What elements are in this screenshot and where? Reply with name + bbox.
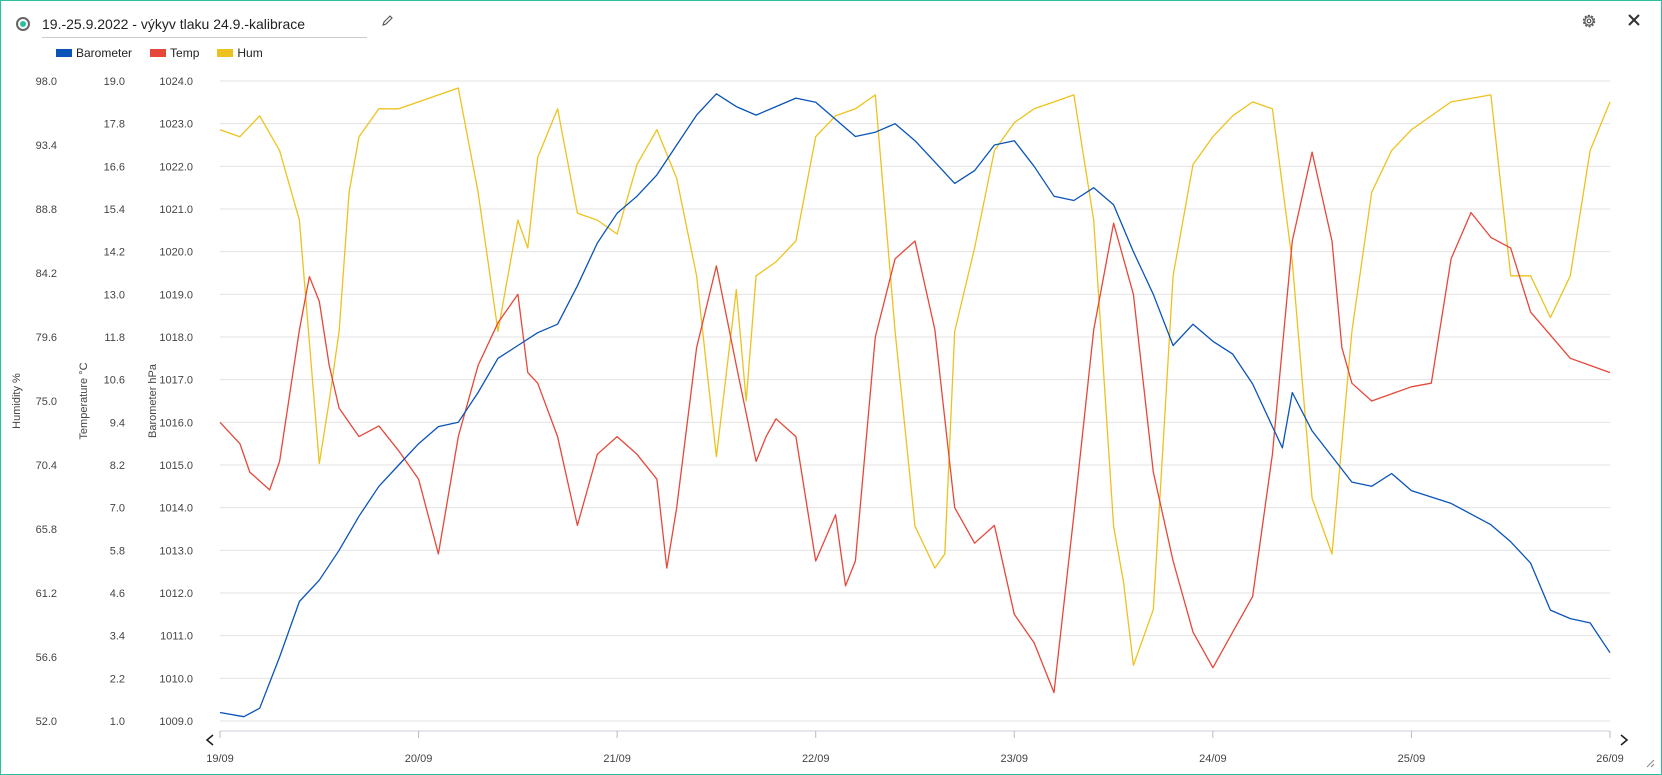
temperature-tick-label: 8.2 [110, 460, 125, 472]
barometer-tick-label: 1010.0 [159, 673, 193, 685]
barometer-tick-label: 1020.0 [159, 247, 193, 259]
chart-header: 19.-25.9.2022 - výkyv tlaku 24.9.-kalibr… [16, 10, 367, 38]
barometer-tick-label: 1011.0 [160, 631, 193, 643]
legend-item-barometer[interactable]: Barometer [56, 46, 132, 60]
series-line-barometer [219, 93, 1611, 718]
legend-swatch-barometer [56, 49, 72, 57]
temperature-tick-label: 16.6 [104, 161, 125, 173]
humidity-tick-label: 52.0 [36, 716, 57, 728]
resize-handle-icon[interactable] [1645, 758, 1655, 768]
humidity-tick-label: 75.0 [36, 396, 57, 408]
legend-swatch-hum [217, 49, 234, 57]
legend-label-temp: Temp [170, 46, 200, 60]
x-tick-label: 25/09 [1398, 753, 1426, 765]
barometer-axis-title: Barometer hPa [147, 363, 159, 438]
humidity-tick-label: 65.8 [36, 524, 57, 536]
gear-icon[interactable] [1580, 12, 1598, 30]
humidity-tick-label: 84.2 [36, 268, 57, 280]
humidity-tick-label: 70.4 [36, 460, 57, 472]
barometer-tick-label: 1012.0 [159, 588, 193, 600]
temperature-tick-label: 3.4 [110, 631, 125, 643]
close-icon[interactable] [1626, 12, 1642, 28]
temperature-tick-label: 2.2 [110, 673, 125, 685]
temperature-tick-label: 5.8 [110, 545, 125, 557]
x-tick-label: 21/09 [603, 753, 631, 765]
title-field[interactable]: 19.-25.9.2022 - výkyv tlaku 24.9.-kalibr… [42, 11, 367, 38]
status-icon[interactable] [16, 17, 30, 31]
temperature-tick-label: 17.8 [104, 119, 125, 131]
barometer-tick-label: 1014.0 [159, 503, 193, 515]
x-tick-label: 26/09 [1596, 753, 1624, 765]
temperature-tick-label: 1.0 [110, 716, 125, 728]
legend-swatch-temp [150, 49, 167, 57]
barometer-tick-label: 1009.0 [159, 716, 193, 728]
barometer-tick-label: 1015.0 [159, 460, 193, 472]
chart-title: 19.-25.9.2022 - výkyv tlaku 24.9.-kalibr… [42, 15, 306, 32]
legend-label-barometer: Barometer [76, 46, 133, 60]
temperature-tick-label: 19.0 [104, 76, 125, 88]
legend-item-hum[interactable]: Hum [217, 46, 263, 60]
barometer-tick-label: 1022.0 [159, 161, 193, 173]
x-tick-label: 19/09 [206, 753, 234, 765]
scroll-left-icon[interactable] [204, 733, 216, 747]
temperature-tick-label: 14.2 [104, 247, 125, 259]
x-tick-label: 20/09 [405, 753, 433, 765]
legend-item-temp[interactable]: Temp [150, 46, 199, 60]
temperature-tick-label: 9.4 [110, 417, 125, 429]
x-tick-label: 22/09 [802, 753, 830, 765]
humidity-tick-label: 98.0 [36, 76, 57, 88]
series-line-temp [219, 151, 1611, 694]
edit-icon[interactable] [380, 14, 394, 28]
temperature-tick-label: 7.0 [110, 503, 125, 515]
humidity-tick-label: 88.8 [36, 204, 57, 216]
barometer-tick-label: 1018.0 [159, 332, 193, 344]
humidity-tick-label: 56.6 [36, 652, 57, 664]
temperature-tick-label: 4.6 [110, 588, 125, 600]
temperature-tick-label: 15.4 [104, 204, 125, 216]
barometer-tick-label: 1013.0 [159, 545, 193, 557]
chart-legend: Barometer Temp Hum [56, 46, 281, 60]
humidity-tick-label: 93.4 [36, 140, 57, 152]
barometer-tick-label: 1021.0 [159, 204, 193, 216]
temperature-tick-label: 11.8 [104, 332, 125, 344]
temperature-axis-title: Temperature °C [78, 362, 90, 439]
scroll-right-icon[interactable] [1618, 733, 1630, 747]
barometer-tick-label: 1016.0 [159, 417, 193, 429]
barometer-tick-label: 1017.0 [159, 375, 193, 387]
series-line-hum [219, 87, 1611, 666]
x-tick-label: 24/09 [1199, 753, 1227, 765]
humidity-axis-title: Humidity % [11, 373, 23, 429]
barometer-tick-label: 1024.0 [159, 76, 193, 88]
barometer-tick-label: 1023.0 [159, 119, 193, 131]
humidity-tick-label: 79.6 [36, 332, 57, 344]
barometer-tick-label: 1019.0 [159, 289, 193, 301]
humidity-tick-label: 61.2 [36, 588, 57, 600]
temperature-tick-label: 13.0 [104, 289, 125, 301]
x-tick-label: 23/09 [1001, 753, 1029, 765]
temperature-tick-label: 10.6 [104, 375, 125, 387]
legend-label-hum: Hum [237, 46, 263, 60]
